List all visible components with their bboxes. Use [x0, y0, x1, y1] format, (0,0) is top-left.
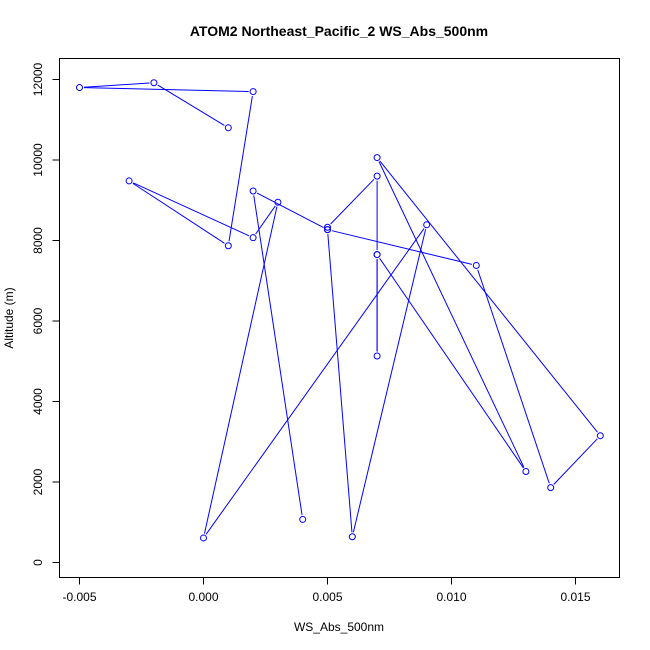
series-segment — [352, 229, 427, 533]
data-point — [299, 515, 307, 523]
data-point — [348, 533, 356, 541]
series-points — [76, 79, 604, 542]
data-point — [373, 352, 381, 360]
series-segment — [378, 161, 525, 468]
series-segment — [256, 192, 324, 229]
data-point — [373, 172, 381, 180]
x-tick-label: -0.005 — [62, 590, 96, 604]
series-segment — [83, 87, 249, 92]
data-point — [200, 534, 207, 542]
data-point — [125, 177, 133, 185]
y-tick-label: 0 — [31, 559, 45, 566]
series-segment — [205, 228, 425, 535]
series-segment — [132, 182, 250, 237]
series-segment — [228, 95, 253, 242]
y-tick-label: 6000 — [31, 307, 45, 334]
series-segment — [553, 438, 598, 485]
data-point — [249, 88, 257, 96]
y-tick-label: 4000 — [31, 388, 45, 415]
series-segment — [132, 182, 225, 244]
y-tick-label: 12000 — [31, 62, 45, 96]
data-point — [373, 154, 381, 162]
series-segment — [379, 258, 524, 469]
data-point — [522, 468, 530, 476]
y-tick-label: 8000 — [31, 227, 45, 254]
data-point — [373, 251, 381, 259]
data-point — [249, 234, 257, 242]
y-tick-label: 2000 — [31, 468, 45, 495]
data-point — [423, 221, 431, 229]
data-point — [596, 432, 604, 440]
data-point — [324, 226, 331, 234]
plot-frame — [59, 58, 620, 578]
series-segment — [203, 206, 278, 534]
data-point — [249, 187, 257, 195]
data-point — [472, 261, 480, 269]
chart-title: ATOM2 Northeast_Pacific_2 WS_Abs_500nm — [190, 23, 488, 39]
y-axis: 0 2000 4000 6000 8000 10000 12000 — [31, 62, 60, 566]
series-lines — [83, 82, 598, 535]
data-point — [547, 484, 555, 492]
data-point — [224, 124, 232, 132]
series-segment — [477, 269, 550, 484]
data-point — [324, 223, 331, 231]
x-tick-label: 0.010 — [436, 590, 466, 604]
series-segment — [327, 234, 353, 533]
series-segment — [379, 160, 598, 433]
x-tick-label: 0.015 — [560, 590, 590, 604]
series-segment — [331, 230, 473, 265]
series-segment — [157, 84, 225, 126]
x-axis: -0.005 0.000 0.005 0.010 0.015 — [62, 577, 591, 604]
data-point — [224, 242, 232, 250]
series-segment — [330, 178, 375, 225]
x-axis-label: WS_Abs_500nm — [294, 620, 384, 634]
series-segment — [83, 82, 150, 88]
series-segment — [253, 195, 303, 516]
x-tick-label: 0.005 — [312, 590, 342, 604]
data-point — [274, 198, 282, 206]
y-axis-label: Altitude (m) — [2, 287, 16, 348]
data-point — [150, 79, 158, 87]
data-point — [76, 84, 83, 92]
x-tick-label: 0.000 — [188, 590, 218, 604]
y-tick-label: 10000 — [31, 143, 45, 177]
